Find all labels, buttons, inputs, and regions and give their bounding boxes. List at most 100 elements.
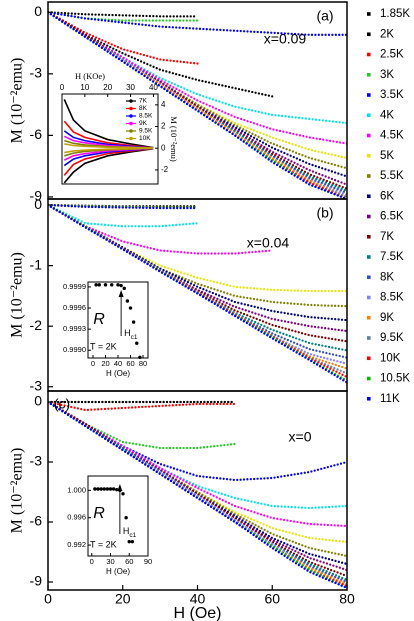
series-line [48,11,347,190]
y-tick-label: -2 [30,317,43,333]
y-tick-label: -6 [30,513,43,529]
legend-label: 5.5K [380,170,404,182]
legend-label: 7K [380,231,394,243]
panel-label: (c) [54,396,70,412]
data-point [102,487,106,491]
series-line [48,11,347,36]
data-point [128,306,133,310]
y-axis-label: M (10⁻²emu) [9,58,26,144]
series-line [48,11,199,18]
x-axis-label: H (Oe) [106,567,130,576]
series-line [63,147,154,184]
legend-label: 5K [380,150,394,162]
x-tick-label: 60 [264,591,280,607]
legend-label: 1.85K [380,8,410,20]
data-point [93,487,97,491]
legend-label: 10.5K [380,373,410,385]
legend-label: 9K [380,312,394,324]
data-point [121,492,125,496]
field-symbol: H [123,526,130,536]
data-point [138,355,142,359]
series-line [48,203,199,210]
x-tick-label: 60 [125,557,133,566]
legend-label: 9.5K [139,128,153,135]
panel [48,203,347,384]
legend-marker [129,99,133,103]
series-line [48,11,347,199]
data-point [96,487,100,491]
series-line [64,147,154,154]
legend-marker [367,153,371,158]
x-tick-label: 20 [101,359,109,368]
x-tick-label: 0 [91,359,95,368]
inset-plot [63,99,154,184]
series-line [48,203,274,255]
field-subscript: c1 [129,532,136,539]
legend-label: 4K [380,109,394,121]
legend-label: 6.5K [380,211,404,223]
data-point [99,487,103,491]
legend-marker [367,72,371,77]
x-tick-label: 60 [126,359,134,368]
y-tick-label: 0.9990 [63,345,86,354]
inset-background [56,278,152,380]
legend-marker [367,194,371,199]
y-tick-label: 0 [161,143,166,152]
field-label: Hc1 [123,526,137,538]
legend-label: 6K [380,190,394,202]
y-tick-label: 2 [161,122,166,131]
y-tick-label: 0.996 [67,513,86,522]
x-tick-label: 30 [126,83,135,92]
y-tick-label: 0.9999 [63,282,86,291]
data-point [122,286,126,291]
legend-label: 3K [380,69,394,81]
legend-label: 8.5K [139,113,153,120]
note: T = 2K [90,539,117,549]
legend-marker [129,129,133,133]
legend-label: 7.5K [380,251,404,263]
data-point [94,283,98,287]
legend-marker [367,52,371,57]
legend-label: 3.5K [380,89,404,101]
field-label: Hc1 [124,328,138,340]
sample-label: x=0.09 [264,31,307,47]
legend-label: 8K [139,105,148,112]
x-tick-label: 30 [106,557,114,566]
series-line [48,203,347,384]
data-point [124,516,128,520]
panel [48,400,347,590]
panel-label: (a) [316,8,333,24]
legend-label: 7K [139,98,148,105]
y-axis-label: M (10⁻²emu) [9,252,26,338]
x-tick-label: 40 [114,359,122,368]
legend-label: 8K [380,271,394,283]
legend-marker [367,234,371,239]
data-point [108,487,113,491]
arrow-head [117,484,123,491]
legend-marker [367,356,371,361]
series-line [64,143,154,150]
legend-label: 4.5K [380,130,404,142]
data-point [130,539,135,544]
legend-marker [367,275,371,280]
y-tick-label: -3 [30,65,43,81]
y-tick-label: -3 [30,377,43,393]
y-axis-label: M (10⁻²emu) [9,448,26,534]
y-tick-label: -3 [30,453,43,469]
legend-marker [367,255,371,259]
legend-marker [367,174,371,178]
legend-marker [129,106,133,111]
data-point [97,283,101,287]
note: T = 2K [90,341,117,351]
y-axis-label: M (10⁻²emu) [169,116,179,162]
y-tick-label: 0.992 [67,540,86,549]
x-tick-label: 0 [44,591,52,607]
data-point [131,320,136,324]
sample-label: x=0 [289,429,312,445]
y-tick-label: 0.9996 [63,303,86,312]
x-axis-label: H (Oe) [106,369,130,378]
legend-label: 2.5K [380,49,404,61]
y-axis-label: R [93,311,105,328]
x-tick-label: 40 [190,591,206,607]
x-tick-label: 10 [80,83,89,92]
